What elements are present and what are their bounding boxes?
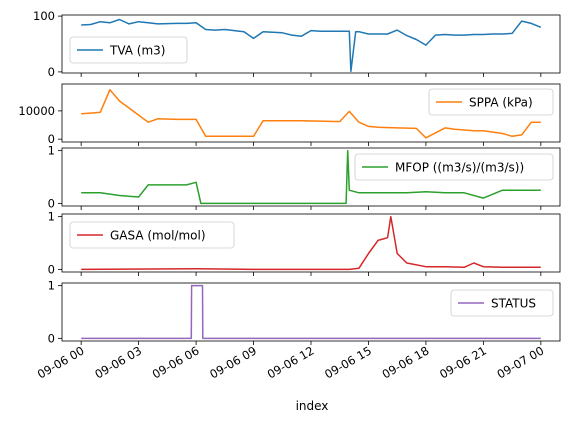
legend: STATUS — [450, 289, 554, 317]
legend-box — [354, 153, 554, 181]
series-line — [81, 215, 541, 271]
x-axis-label: index — [296, 399, 329, 413]
y-tick-label: 100 — [33, 9, 55, 23]
subplot-2: 0 10000 SPPA (kPa) — [18, 83, 561, 146]
y-tick-label: 1 — [48, 210, 55, 224]
y-tick-label: 10000 — [18, 104, 55, 118]
subplot-3: 0 1 MFOP ((m3/s)/(m3/s)) — [48, 144, 561, 210]
legend-label: GASA (mol/mol) — [110, 229, 206, 243]
x-tick-label: 09-06 18 — [380, 343, 432, 381]
legend-box — [450, 289, 554, 317]
legend: MFOP ((m3/s)/(m3/s)) — [354, 153, 554, 181]
y-tick-label: 1 — [48, 279, 55, 293]
y-tick-label: 0 — [48, 262, 55, 276]
legend-box — [69, 221, 235, 249]
x-tick-label: 09-07 00 — [495, 343, 547, 381]
y-tick-label: 0 — [48, 132, 55, 146]
series-line — [81, 284, 541, 340]
y-tick-label: 0 — [48, 331, 55, 345]
subplot-4: 0 1 GASA (mol/mol) — [48, 210, 561, 276]
y-tick-label: 0 — [48, 196, 55, 210]
legend-label: TVA (m3) — [109, 44, 165, 58]
legend: SPPA (kPa) — [428, 88, 554, 116]
x-tick-label: 09-06 09 — [207, 343, 259, 381]
legend-label: SPPA (kPa) — [469, 96, 533, 110]
y-tick-label: 1 — [48, 144, 55, 158]
legend-label: STATUS — [491, 297, 536, 311]
legend-box — [428, 88, 554, 116]
x-tick-label: 09-06 00 — [35, 343, 87, 381]
x-tick-label: 09-06 21 — [437, 343, 489, 381]
x-tick-label: 09-06 06 — [150, 343, 202, 381]
x-tick-label: 09-06 03 — [92, 343, 144, 381]
legend: GASA (mol/mol) — [69, 221, 235, 249]
series-line — [81, 18, 542, 73]
legend-label: MFOP ((m3/s)/(m3/s)) — [395, 161, 524, 175]
y-tick-label: 0 — [48, 65, 55, 79]
subplot-5: 0 1 STATUS — [48, 279, 561, 345]
subplot-1: 0 100 TVA (m3) — [33, 9, 561, 79]
series-line — [81, 149, 541, 205]
legend-box — [69, 36, 188, 64]
legend: TVA (m3) — [69, 36, 188, 64]
series-line — [81, 88, 541, 139]
x-tick-label: 09-06 15 — [322, 343, 374, 381]
x-tick-label: 09-06 12 — [265, 343, 317, 381]
